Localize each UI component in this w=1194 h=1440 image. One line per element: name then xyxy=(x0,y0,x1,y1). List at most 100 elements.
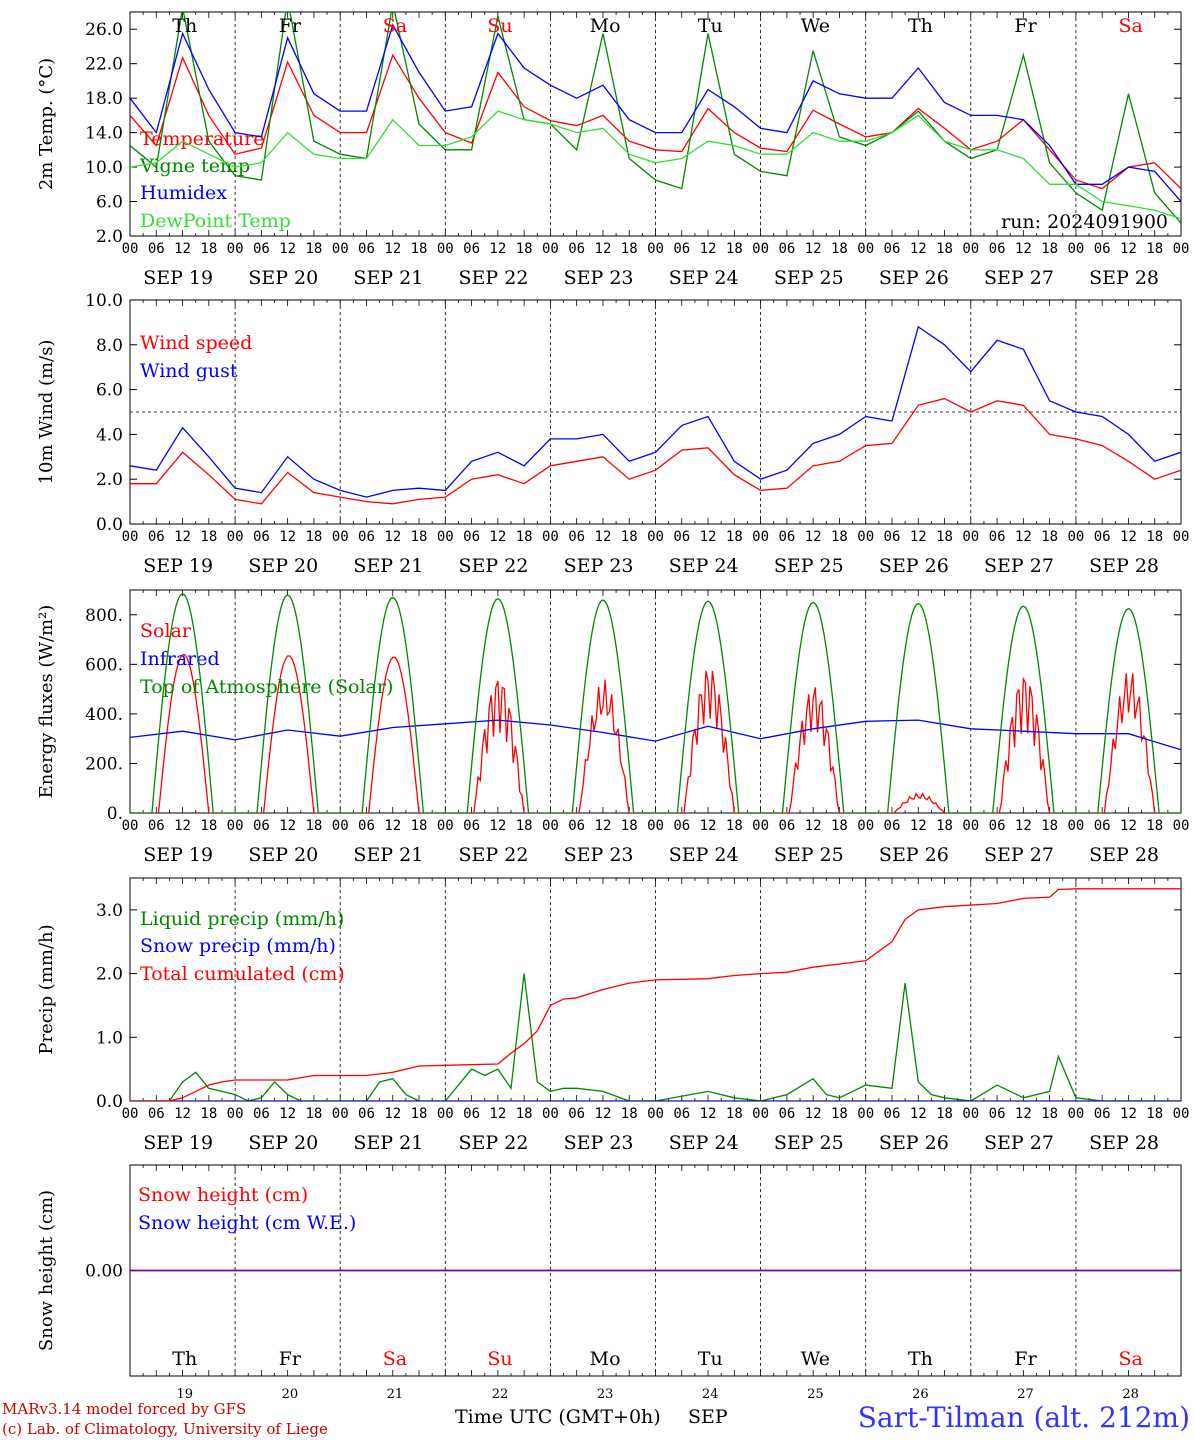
x-hour-label: 06 xyxy=(989,1106,1006,1122)
x-hour-label: 06 xyxy=(358,529,375,545)
x-hour-label: 06 xyxy=(778,241,795,257)
weekday-label: Su xyxy=(487,15,512,37)
legend-label: Wind speed xyxy=(140,332,252,354)
x-hour-label: 18 xyxy=(936,818,953,834)
y-axis-title: Precip (mm/h) xyxy=(36,924,57,1054)
x-hour-label: 18 xyxy=(200,241,217,257)
panel-3: 0. 200. 400. 600. 800. Energy fluxes (W/m²) So… xyxy=(36,589,1189,866)
x-hour-label: 12 xyxy=(174,818,191,834)
day-number-label: 19 xyxy=(176,1387,193,1402)
x-hour-label: 06 xyxy=(1094,529,1111,545)
day-number-label: 24 xyxy=(702,1387,719,1402)
x-hour-label: 12 xyxy=(1120,241,1137,257)
legend-label: Snow height (cm W.E.) xyxy=(138,1212,356,1234)
x-hour-label: 00 xyxy=(647,241,664,257)
run-annotation: run: 2024091900 xyxy=(1001,211,1168,233)
y-axis-title: Energy fluxes (W/m²) xyxy=(36,605,57,799)
x-date-label: SEP 23 xyxy=(564,267,634,289)
x-hour-label: 18 xyxy=(936,529,953,545)
x-hour-label: 06 xyxy=(148,818,165,834)
y-axis-title: 10m Wind (m/s) xyxy=(36,340,57,485)
x-hour-label: 12 xyxy=(279,818,296,834)
x-hour-label: 12 xyxy=(384,241,401,257)
weekday-label: Sa xyxy=(383,15,407,37)
x-hour-label: 06 xyxy=(989,818,1006,834)
x-hour-label: 06 xyxy=(884,529,901,545)
x-hour-label: 12 xyxy=(384,1106,401,1122)
x-hour-label: 18 xyxy=(411,529,428,545)
weekday-label: Th xyxy=(172,15,197,37)
x-date-label: SEP 26 xyxy=(879,1132,949,1154)
weekday-label: We xyxy=(801,1348,830,1370)
x-hour-label: 18 xyxy=(200,529,217,545)
x-hour-label: 12 xyxy=(595,1106,612,1122)
x-hour-label: 12 xyxy=(910,241,927,257)
x-hour-label: 06 xyxy=(148,241,165,257)
x-date-label: SEP 19 xyxy=(143,844,213,866)
x-hour-label: 18 xyxy=(621,241,638,257)
x-hour-label: 12 xyxy=(279,241,296,257)
weekday-label: Fr xyxy=(279,1348,302,1370)
x-date-label: SEP 22 xyxy=(459,555,529,577)
x-axis-title: Time UTC (GMT+0h) xyxy=(455,1406,661,1428)
x-hour-label: 12 xyxy=(1120,818,1137,834)
x-hour-label: 18 xyxy=(831,1106,848,1122)
x-hour-label: 00 xyxy=(752,241,769,257)
x-hour-label: 00 xyxy=(647,818,664,834)
x-hour-label: 00 xyxy=(1173,529,1190,545)
x-date-label: SEP 22 xyxy=(459,267,529,289)
x-hour-label: 00 xyxy=(227,529,244,545)
x-hour-label: 00 xyxy=(122,529,139,545)
x-hour-label: 00 xyxy=(1067,241,1084,257)
weekday-label: Sa xyxy=(383,1348,407,1370)
x-hour-label: 18 xyxy=(200,1106,217,1122)
x-hour-label: 00 xyxy=(542,241,559,257)
x-hour-label: 00 xyxy=(962,529,979,545)
legend-label: Temperature xyxy=(140,128,264,150)
day-number-label: 21 xyxy=(387,1387,404,1402)
series-line-1 xyxy=(130,654,1181,813)
y-tick-label: 8.0 xyxy=(96,336,123,356)
x-hour-label: 00 xyxy=(437,241,454,257)
x-hour-label: 12 xyxy=(1015,529,1032,545)
x-hour-label: 12 xyxy=(279,529,296,545)
legend-label: Snow height (cm) xyxy=(138,1184,308,1206)
x-date-label: SEP 26 xyxy=(879,844,949,866)
x-date-label: SEP 26 xyxy=(879,555,949,577)
x-date-label: SEP 24 xyxy=(669,1132,739,1154)
x-hour-label: 18 xyxy=(1146,241,1163,257)
x-hour-label: 06 xyxy=(463,818,480,834)
x-hour-label: 18 xyxy=(726,529,743,545)
x-hour-label: 18 xyxy=(516,241,533,257)
y-tick-label: 1.0 xyxy=(96,1028,123,1048)
x-date-label: SEP 20 xyxy=(248,1132,318,1154)
x-hour-label: 18 xyxy=(200,818,217,834)
x-hour-label: 12 xyxy=(489,529,506,545)
y-tick-label: 2.0 xyxy=(96,470,123,490)
x-hour-label: 00 xyxy=(542,1106,559,1122)
x-hour-label: 00 xyxy=(857,1106,874,1122)
x-hour-label: 12 xyxy=(595,529,612,545)
x-hour-label: 12 xyxy=(805,529,822,545)
weekday-label: Th xyxy=(172,1348,197,1370)
x-date-label: SEP 28 xyxy=(1089,1132,1159,1154)
x-hour-label: 12 xyxy=(1120,1106,1137,1122)
x-hour-label: 12 xyxy=(1015,818,1032,834)
x-hour-label: 06 xyxy=(1094,241,1111,257)
y-tick-label: 18.0 xyxy=(85,89,123,109)
x-hour-label: 12 xyxy=(384,529,401,545)
x-hour-label: 18 xyxy=(305,241,322,257)
x-hour-label: 00 xyxy=(962,1106,979,1122)
x-hour-label: 00 xyxy=(332,1106,349,1122)
x-hour-label: 12 xyxy=(910,1106,927,1122)
x-hour-label: 12 xyxy=(489,1106,506,1122)
x-hour-label: 12 xyxy=(489,818,506,834)
y-tick-label: 6.0 xyxy=(96,193,123,213)
x-date-label: SEP 23 xyxy=(564,555,634,577)
x-hour-label: 18 xyxy=(726,1106,743,1122)
y-tick-label: 10.0 xyxy=(85,291,123,311)
x-hour-label: 06 xyxy=(463,241,480,257)
x-hour-label: 00 xyxy=(1173,241,1190,257)
x-hour-label: 00 xyxy=(332,529,349,545)
x-hour-label: 06 xyxy=(568,818,585,834)
